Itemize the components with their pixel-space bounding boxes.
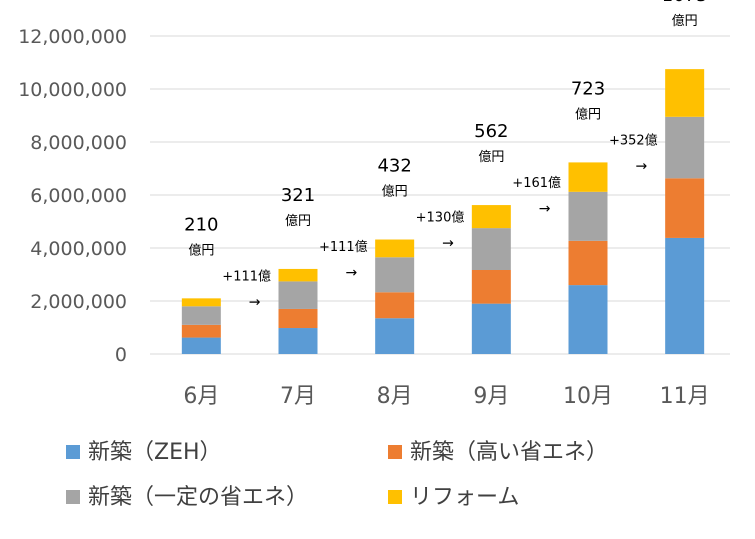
legend-swatch <box>66 490 80 504</box>
y-tick-label: 0 <box>115 344 127 366</box>
y-tick-label: 2,000,000 <box>30 291 127 313</box>
bar-total-unit: 億円 <box>575 106 601 122</box>
y-tick-label: 4,000,000 <box>30 238 127 260</box>
y-tick-label: 6,000,000 <box>30 185 127 207</box>
arrow-icon: → <box>249 294 261 310</box>
x-tick-label: 8月 <box>377 384 413 409</box>
legend-label: 新築（ZEH） <box>88 440 222 465</box>
bar-segment <box>471 303 511 354</box>
arrow-icon: → <box>345 265 357 281</box>
arrow-icon: → <box>539 201 551 217</box>
bar-segment <box>665 237 705 354</box>
y-tick-label: 8,000,000 <box>30 132 127 154</box>
legend-label: 新築（一定の省エネ） <box>88 485 308 510</box>
bar-segment <box>471 228 511 270</box>
bar-total-unit: 億円 <box>672 13 698 29</box>
bar-segment <box>375 239 415 258</box>
increment-label: +111億 <box>222 268 271 284</box>
legend-swatch <box>66 445 80 459</box>
bar-segment <box>181 324 221 338</box>
legend-label: リフォーム <box>410 485 519 510</box>
bar-total-label: 1075 <box>662 0 708 6</box>
bar-segment <box>278 308 318 329</box>
bar-segment <box>568 162 608 192</box>
bar-segment <box>665 116 705 179</box>
x-axis-tick-labels: 6月 7月 8月 9月 10月 11月 <box>183 384 709 409</box>
bar-segment <box>375 292 415 319</box>
x-tick-label: 11月 <box>660 384 710 409</box>
increment-label: +161億 <box>512 175 561 191</box>
bar-segment <box>568 240 608 286</box>
bar-total-unit: 億円 <box>188 242 214 258</box>
bar-segment <box>568 191 608 241</box>
bar-segment <box>278 328 318 354</box>
bar-total-label: 432 <box>377 156 411 177</box>
x-tick-label: 7月 <box>280 384 316 409</box>
y-tick-label: 12,000,000 <box>18 26 127 48</box>
bar-total-label: 210 <box>184 214 218 235</box>
bar-total-label: 321 <box>281 185 315 206</box>
increment-label: +352億 <box>609 132 658 148</box>
legend-swatch <box>388 490 402 504</box>
bar-segment <box>375 318 415 354</box>
bar-segment <box>471 205 511 229</box>
bar-segment <box>375 257 415 293</box>
legend: 新築（ZEH） 新築（高い省エネ） 新築（一定の省エネ） リフォーム <box>66 440 608 510</box>
x-tick-label: 6月 <box>183 384 219 409</box>
bar-segment <box>471 269 511 304</box>
bar-total-unit: 億円 <box>382 184 408 200</box>
bar-segment <box>278 281 318 309</box>
bar-total-label: 562 <box>474 121 508 142</box>
arrow-icon: → <box>442 236 454 252</box>
legend-label: 新築（高い省エネ） <box>410 440 608 465</box>
increment-label: +130億 <box>416 210 465 226</box>
bar-total-unit: 億円 <box>478 149 504 165</box>
bars <box>181 69 705 354</box>
bar-total-label: 723 <box>571 78 605 99</box>
x-tick-label: 9月 <box>473 384 509 409</box>
arrow-icon: → <box>635 158 647 174</box>
y-axis-tick-labels: 0 2,000,000 4,000,000 6,000,000 8,000,000 10,… <box>18 26 127 366</box>
bar-total-unit: 億円 <box>285 213 311 229</box>
bar-segment <box>665 178 705 238</box>
annotations: 210 億円 321 億円 432 億円 562 億円 723 億円 1075 億円 +111億 → +11… <box>184 0 707 310</box>
bar-segment <box>568 285 608 354</box>
legend-swatch <box>388 445 402 459</box>
bar-segment <box>181 337 221 354</box>
bar-segment <box>181 306 221 325</box>
bar-segment <box>665 69 705 117</box>
bar-segment <box>181 298 221 307</box>
x-tick-label: 10月 <box>563 384 613 409</box>
increment-label: +111億 <box>319 239 368 255</box>
gridlines <box>150 35 730 355</box>
y-tick-label: 10,000,000 <box>18 79 127 101</box>
bar-segment <box>278 268 318 282</box>
